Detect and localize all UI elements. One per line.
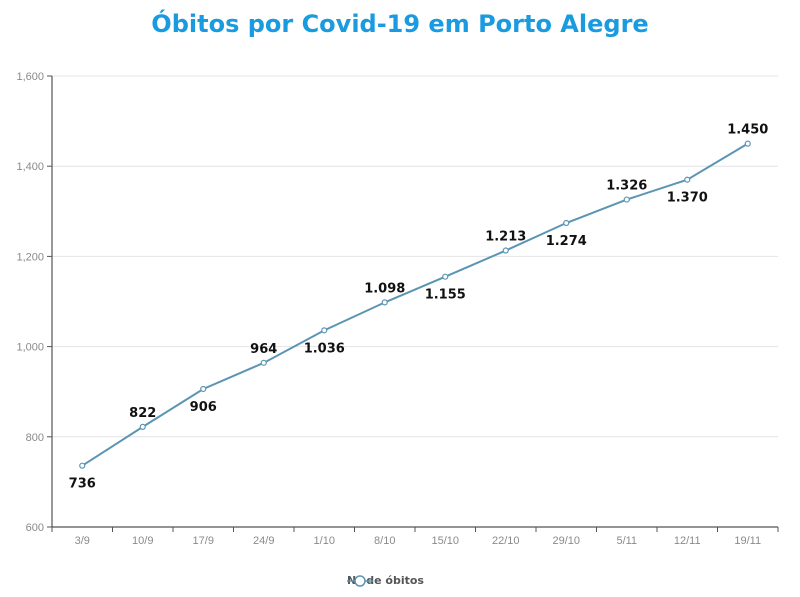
chart-title: Óbitos por Covid-19 em Porto Alegre bbox=[151, 10, 649, 38]
y-tick-label: 1,200 bbox=[16, 251, 44, 263]
data-label: 1.274 bbox=[546, 234, 587, 249]
data-point-marker[interactable] bbox=[321, 327, 328, 334]
x-tick-label: 8/10 bbox=[374, 535, 395, 547]
x-tick-label: 5/11 bbox=[616, 535, 637, 547]
x-tick-label: 1/10 bbox=[314, 535, 335, 547]
y-tick-label: 1,400 bbox=[16, 161, 44, 173]
data-label: 822 bbox=[129, 406, 156, 421]
legend[interactable]: Nº de óbitos bbox=[347, 574, 424, 587]
data-point-marker[interactable] bbox=[79, 462, 86, 469]
data-label: 1.213 bbox=[485, 230, 526, 245]
data-label: 736 bbox=[69, 477, 96, 492]
x-tick-label: 10/9 bbox=[132, 535, 153, 547]
y-tick-label: 600 bbox=[26, 522, 44, 534]
x-tick-label: 3/9 bbox=[75, 535, 90, 547]
data-point-marker[interactable] bbox=[200, 385, 207, 393]
x-tick-label: 19/11 bbox=[734, 535, 761, 547]
x-tick-label: 15/10 bbox=[431, 535, 459, 547]
x-axis-ticks: 3/9 10/9 17/9 24/9 1/10 8/10 15/10 22/10 29/10 5/… bbox=[51, 527, 779, 547]
data-point-marker[interactable] bbox=[623, 196, 630, 203]
data-label: 1.450 bbox=[727, 123, 768, 138]
data-point-marker[interactable] bbox=[684, 176, 691, 183]
data-label: 1.155 bbox=[425, 288, 466, 303]
y-tick-label: 800 bbox=[26, 432, 44, 444]
legend-label: Nº de óbitos bbox=[347, 574, 424, 587]
x-tick-label: 24/9 bbox=[253, 535, 274, 547]
data-label: 964 bbox=[250, 342, 277, 357]
x-tick-label: 17/9 bbox=[193, 535, 214, 547]
data-labels: 736 822 906 964 1.036 1.098 1.155 1.213 1.274 1.3… bbox=[69, 123, 769, 492]
axes bbox=[51, 76, 778, 528]
y-tick-label: 1,000 bbox=[16, 342, 44, 354]
legend-line-marker-icon bbox=[347, 575, 373, 587]
data-point-marker[interactable] bbox=[502, 247, 509, 254]
data-point-marker[interactable] bbox=[442, 273, 449, 280]
x-tick-label: 29/10 bbox=[552, 535, 580, 547]
data-label: 1.098 bbox=[364, 281, 405, 296]
series-line bbox=[81, 142, 749, 467]
gridlines bbox=[52, 75, 778, 438]
data-point-marker[interactable] bbox=[139, 423, 146, 430]
x-tick-label: 22/10 bbox=[492, 535, 520, 547]
data-point-marker[interactable] bbox=[381, 299, 388, 306]
data-label: 1.326 bbox=[606, 179, 647, 194]
data-series bbox=[79, 140, 751, 469]
data-label: 1.036 bbox=[304, 341, 345, 356]
data-point-marker[interactable] bbox=[744, 140, 751, 147]
data-point-marker[interactable] bbox=[563, 219, 570, 227]
data-label: 906 bbox=[190, 400, 217, 415]
data-label: 1.370 bbox=[667, 191, 708, 206]
y-axis-ticks: 600 800 1,000 1,200 1,400 1,600 bbox=[16, 71, 52, 534]
y-tick-label: 1,600 bbox=[16, 71, 44, 83]
x-tick-label: 12/11 bbox=[674, 535, 701, 547]
data-point-marker[interactable] bbox=[260, 359, 267, 366]
